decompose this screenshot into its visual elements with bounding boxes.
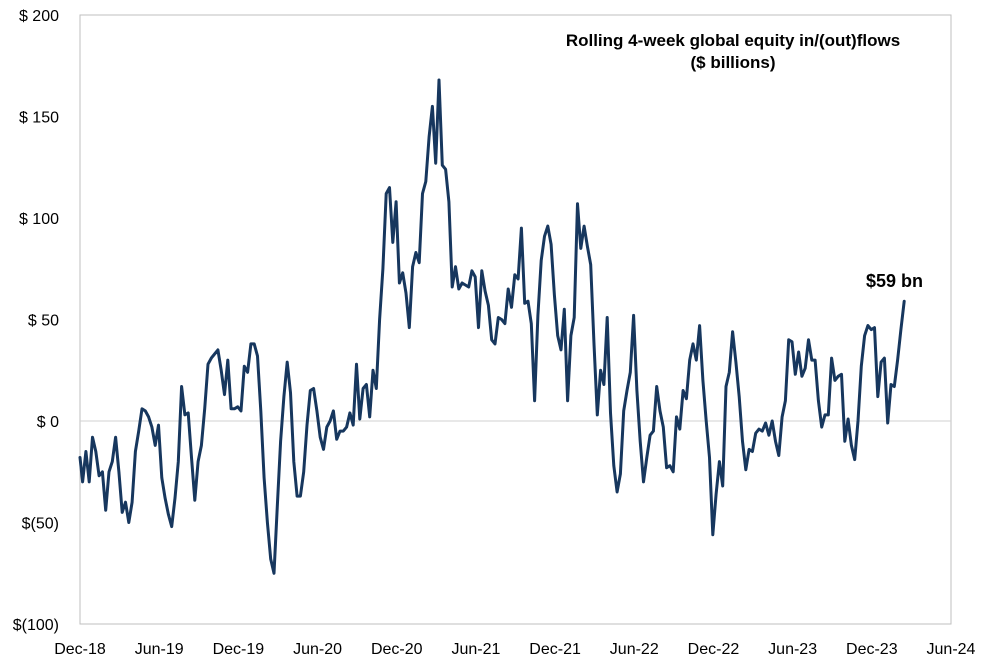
series-line-equity-flows xyxy=(78,78,906,575)
plot-area-frame xyxy=(79,14,952,625)
x-axis-tick-labels: Dec-18 Jun-19 Dec-19 Jun-20 Dec-20 Jun-21 Dec-… xyxy=(54,641,975,658)
y-tick-label: $(50) xyxy=(22,516,59,533)
y-tick-label: $ 100 xyxy=(19,211,59,228)
last-value-annotation: $59 bn xyxy=(866,271,923,291)
x-tick-label: Dec-18 xyxy=(54,641,106,658)
x-tick-label: Jun-20 xyxy=(293,641,342,658)
x-tick-label: Dec-19 xyxy=(213,641,265,658)
chart-subtitle: ($ billions) xyxy=(691,53,776,72)
x-tick-label: Jun-19 xyxy=(135,641,184,658)
x-tick-label: Dec-23 xyxy=(846,641,898,658)
y-tick-label: $ 150 xyxy=(19,110,59,127)
y-tick-label: $ 200 xyxy=(19,8,59,25)
y-tick-label: $ 0 xyxy=(37,414,59,431)
chart-title: Rolling 4-week global equity in/(out)flo… xyxy=(566,31,900,50)
x-tick-label: Jun-21 xyxy=(451,641,500,658)
x-tick-label: Jun-23 xyxy=(768,641,817,658)
x-tick-label: Dec-22 xyxy=(688,641,740,658)
x-tick-label: Dec-21 xyxy=(529,641,581,658)
x-tick-label: Jun-24 xyxy=(927,641,976,658)
x-tick-label: Jun-22 xyxy=(610,641,659,658)
y-tick-label: $ 50 xyxy=(28,313,59,330)
y-axis-tick-labels: $ 200 $ 150 $ 100 $ 50 $ 0 $(50) $(100) xyxy=(13,8,59,634)
x-tick-label: Dec-20 xyxy=(371,641,423,658)
y-tick-label: $(100) xyxy=(13,617,59,634)
